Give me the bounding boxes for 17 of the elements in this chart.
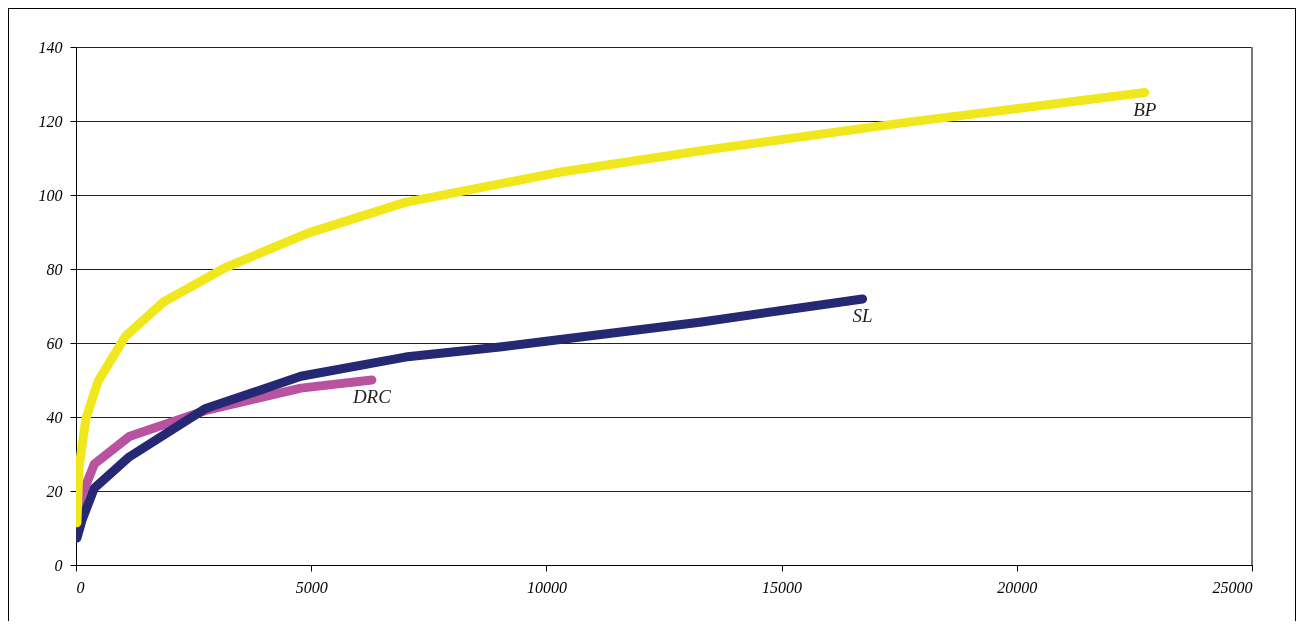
y-tick-label: 60 <box>46 334 63 352</box>
y-tick-label: 80 <box>46 260 63 278</box>
x-tick-label: 10000 <box>526 578 567 596</box>
y-tick-label: 100 <box>38 186 63 204</box>
y-tick-label: 120 <box>38 112 63 130</box>
series-label: BP <box>1133 98 1157 120</box>
y-tick-label: 0 <box>54 556 63 574</box>
x-tick-label: 5000 <box>295 578 328 596</box>
x-tick-label: 15000 <box>762 578 803 596</box>
series-label: DRC <box>351 386 392 407</box>
series-label: SL <box>852 304 873 326</box>
x-tick-label: 0 <box>76 578 85 596</box>
y-tick-label: 20 <box>46 482 63 500</box>
y-tick-label: 40 <box>46 408 63 426</box>
y-tick-label: 140 <box>38 38 63 56</box>
x-tick-label: 25000 <box>1212 578 1253 596</box>
x-tick-label: 20000 <box>997 578 1038 596</box>
